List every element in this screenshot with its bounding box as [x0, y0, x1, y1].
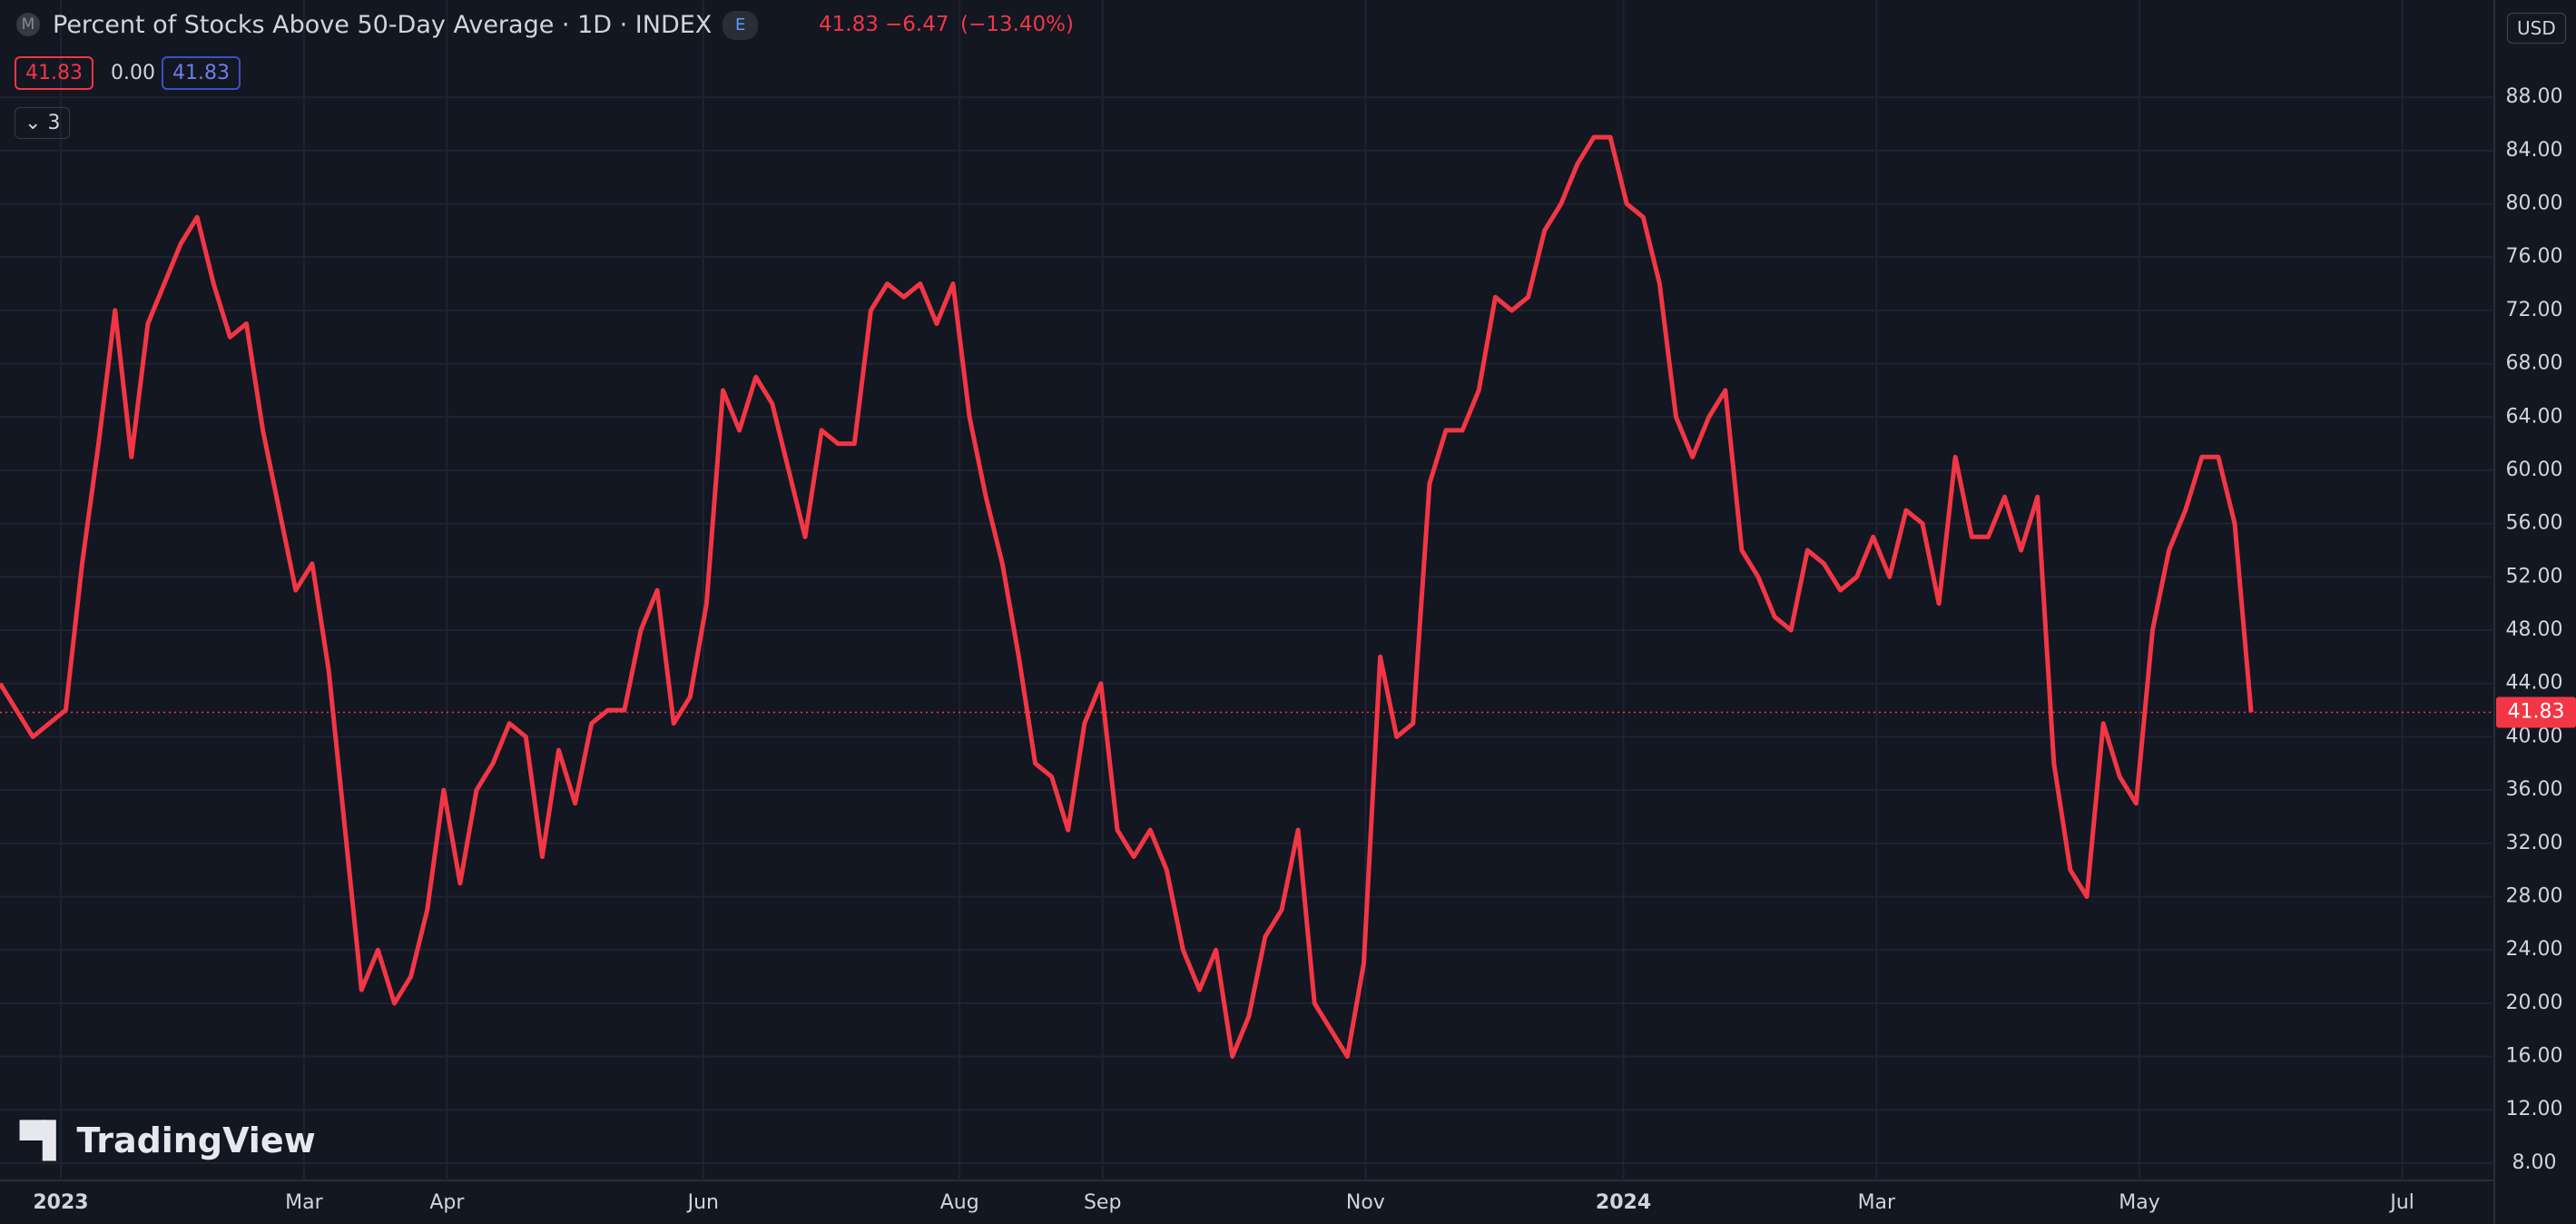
- y-tick-label: 68.00: [2506, 352, 2563, 375]
- x-tick-label: Jul: [2388, 1191, 2414, 1214]
- x-tick-label: Mar: [285, 1191, 323, 1214]
- y-tick-label: 24.00: [2506, 938, 2563, 961]
- x-tick-label: May: [2119, 1191, 2159, 1214]
- x-tick-label: Nov: [1346, 1191, 1385, 1214]
- y-tick-label: 48.00: [2506, 618, 2563, 641]
- x-tick-label: Mar: [1858, 1191, 1896, 1214]
- y-tick-label: 28.00: [2506, 884, 2563, 907]
- x-tick-label: Aug: [940, 1191, 979, 1214]
- y-tick-label: 88.00: [2506, 85, 2563, 108]
- logo-text: TradingView: [76, 1120, 316, 1160]
- y-tick-label: 8.00: [2512, 1151, 2557, 1174]
- y-tick-label: 64.00: [2506, 405, 2563, 428]
- x-tick-label: 2023: [33, 1191, 88, 1214]
- change-percent: (−13.40%): [960, 13, 1074, 36]
- bid-chip[interactable]: 41.83: [15, 56, 93, 90]
- y-tick-label: 60.00: [2506, 459, 2563, 481]
- y-tick-label: 16.00: [2506, 1045, 2563, 1068]
- indicator-count: 3: [47, 112, 61, 134]
- change: −6.47: [885, 13, 949, 36]
- y-tick-label: 52.00: [2506, 565, 2563, 587]
- symbol-title[interactable]: Percent of Stocks Above 50-Day Average ·…: [53, 11, 713, 39]
- y-tick-label: 72.00: [2506, 299, 2563, 321]
- y-tick-label: 36.00: [2506, 778, 2563, 801]
- y-tick-label: 76.00: [2506, 245, 2563, 268]
- price-line: [0, 134, 2254, 1059]
- y-tick-label: 32.00: [2506, 832, 2563, 854]
- last-price-tag: [2496, 696, 2576, 728]
- y-tick-label: 20.00: [2506, 992, 2563, 1014]
- x-tick-label: Apr: [429, 1191, 465, 1214]
- y-tick-label: 40.00: [2506, 725, 2563, 747]
- x-tick-label: Sep: [1084, 1191, 1121, 1214]
- last-value: 41.83: [819, 13, 879, 36]
- currency-button[interactable]: USD: [2507, 13, 2566, 44]
- y-tick-label: 80.00: [2506, 192, 2563, 214]
- last-price-label: 41.83: [2508, 701, 2565, 724]
- y-tick-label: 44.00: [2506, 672, 2563, 695]
- y-tick-label: 84.00: [2506, 139, 2563, 162]
- symbol-icon: M: [16, 13, 40, 36]
- x-tick-label: 2024: [1596, 1191, 1651, 1214]
- spread: 0.00: [111, 62, 155, 84]
- x-tick-label: Jun: [686, 1191, 719, 1214]
- event-badge[interactable]: E: [723, 11, 759, 40]
- y-tick-label: 56.00: [2506, 512, 2563, 535]
- indicator-toggle[interactable]: ⌄ 3: [15, 107, 71, 139]
- y-tick-label: 12.00: [2506, 1098, 2563, 1120]
- logo: ▀▌ TradingView: [20, 1120, 316, 1160]
- ask-chip[interactable]: 41.83: [162, 56, 241, 90]
